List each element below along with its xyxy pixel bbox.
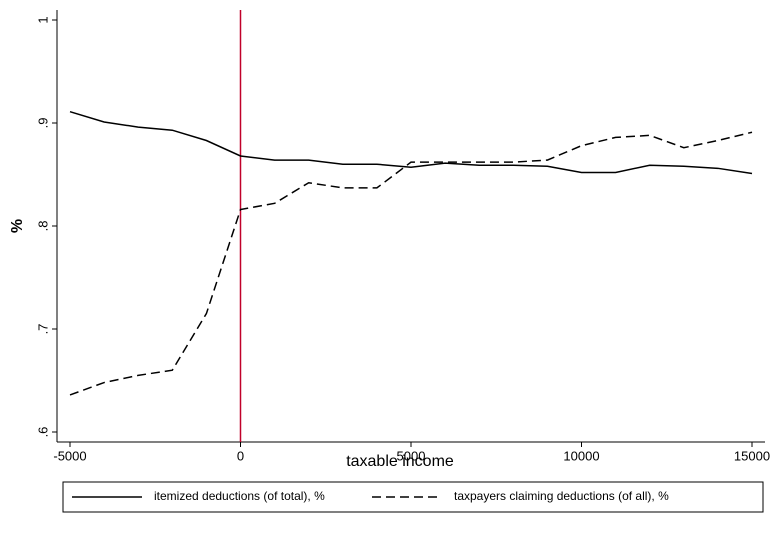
series-line: [69, 131, 753, 396]
y-tick-label: .7: [35, 324, 50, 335]
x-tick-label: 5000: [397, 448, 426, 463]
x-tick-label: 15000: [734, 448, 770, 463]
legend-label: taxpayers claiming deductions (of all), …: [454, 489, 669, 503]
x-tick-label: 0: [237, 448, 244, 463]
x-tick-label: 10000: [563, 448, 599, 463]
y-axis-label: %: [9, 219, 26, 233]
x-tick-label: -5000: [53, 448, 86, 463]
y-tick-label: .8: [35, 221, 50, 232]
series-line: [69, 110, 753, 175]
y-tick-label: .9: [35, 118, 50, 129]
y-tick-label: .6: [35, 427, 50, 438]
y-tick-label: 1: [35, 16, 50, 23]
x-axis-label: taxable income: [346, 453, 454, 470]
legend-label: itemized deductions (of total), %: [154, 489, 325, 503]
legend-box: [62, 481, 764, 513]
